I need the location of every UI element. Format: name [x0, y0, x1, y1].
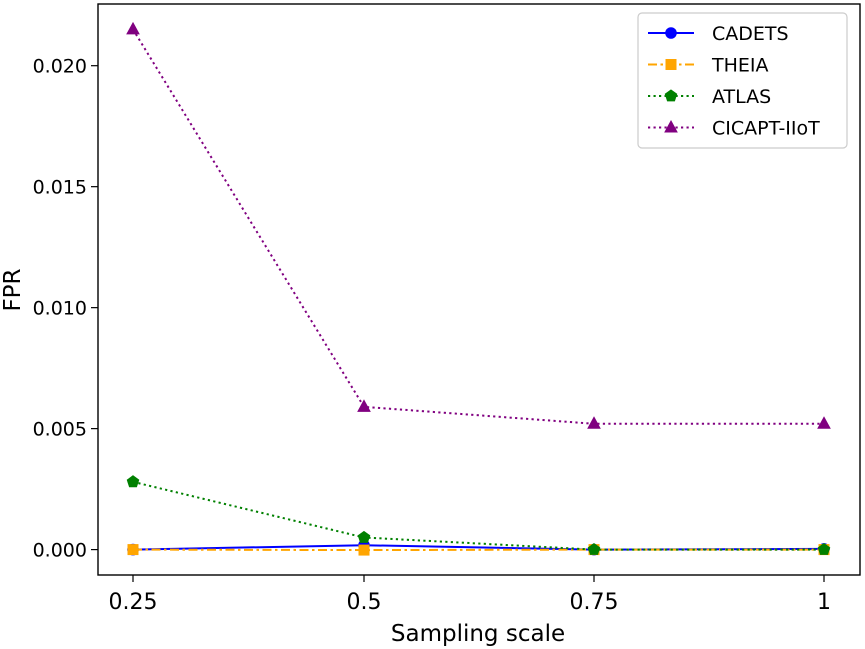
x-tick-label: 1: [817, 590, 831, 615]
legend-label: ATLAS: [712, 86, 771, 108]
y-tick-label: 0.020: [33, 56, 87, 78]
y-tick-label: 0.010: [33, 298, 87, 320]
series-atlas: [126, 475, 831, 555]
series-cicapt-iiot: [126, 21, 831, 429]
x-tick-label: 0.25: [109, 590, 158, 615]
y-axis-label: FPR: [0, 268, 26, 311]
legend-marker: [664, 89, 678, 102]
legend-item: CICAPT-IIoT: [648, 118, 820, 140]
data-point: [357, 399, 371, 412]
series-line: [132, 28, 824, 425]
legend-box: [637, 12, 848, 149]
x-axis-label: Sampling scale: [391, 621, 565, 647]
data-point: [817, 542, 831, 555]
data-point: [587, 542, 601, 555]
legend-marker: [665, 27, 677, 39]
y-tick-label: 0.015: [33, 177, 87, 199]
x-tick-label: 0.75: [570, 590, 619, 615]
data-point: [126, 475, 140, 488]
x-tick-label: 0.5: [347, 590, 382, 615]
data-point: [127, 544, 139, 556]
data-point: [817, 416, 831, 429]
legend-item: CADETS: [648, 23, 789, 45]
x-axis: 0.25 0.5 0.75 1: [109, 575, 831, 615]
y-axis: 0.000 0.005 0.010 0.015 0.020: [33, 56, 98, 562]
data-point: [587, 416, 601, 429]
series-layer: [126, 21, 831, 556]
legend-item: ATLAS: [648, 86, 771, 108]
data-point: [126, 21, 140, 35]
legend-item: THEIA: [648, 55, 769, 77]
legend: CADETS THEIA ATLAS CICAPT-IIoT: [637, 12, 848, 149]
legend-label: CADETS: [712, 23, 789, 45]
legend-marker: [665, 59, 677, 70]
y-tick-label: 0.000: [33, 540, 87, 562]
data-point: [358, 544, 370, 556]
legend-label: CICAPT-IIoT: [712, 118, 820, 140]
data-point: [357, 530, 371, 543]
legend-marker: [664, 119, 678, 133]
series-line: [132, 480, 824, 551]
y-tick-label: 0.005: [33, 419, 87, 441]
legend-label: THEIA: [711, 55, 769, 77]
